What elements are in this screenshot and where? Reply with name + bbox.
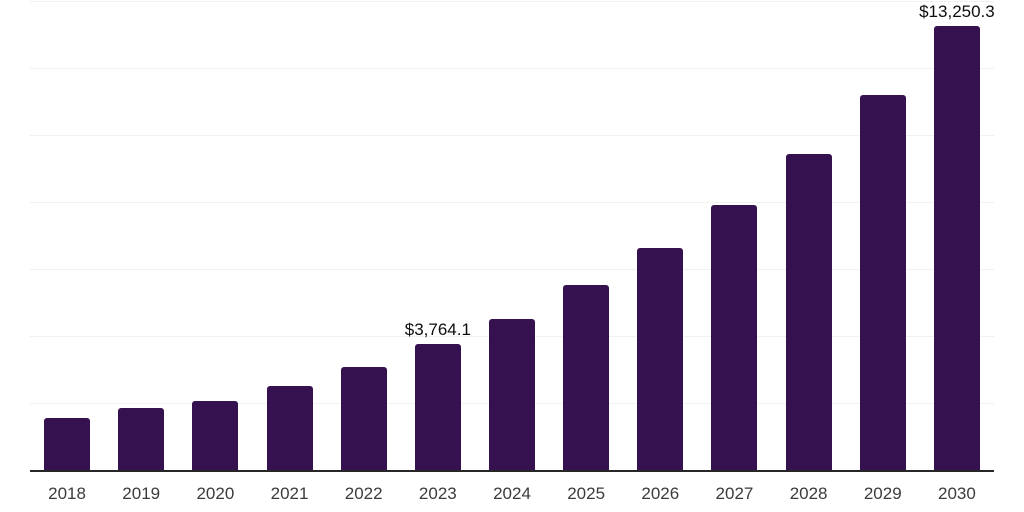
bar-2019[interactable] (118, 407, 165, 470)
x-tick-label-2020: 2020 (196, 484, 235, 503)
bar-2030[interactable] (933, 26, 980, 470)
bar-2022[interactable] (340, 366, 387, 470)
x-tick-label-2028: 2028 (789, 484, 828, 503)
bar-value-label-2023: $3,764.1 (404, 319, 471, 339)
bar-2028[interactable] (785, 154, 832, 470)
x-tick-label-2019: 2019 (122, 484, 161, 503)
bar-2026[interactable] (637, 248, 684, 470)
x-tick-label-2029: 2029 (863, 484, 902, 503)
x-tick-label-2023: 2023 (418, 484, 457, 503)
bar-2020[interactable] (192, 400, 239, 470)
gridline (30, 1, 994, 2)
bar-2029[interactable] (859, 95, 906, 470)
x-tick-label-2026: 2026 (641, 484, 680, 503)
x-tick-label-2022: 2022 (344, 484, 383, 503)
bar-2023[interactable] (414, 343, 461, 470)
gridline (30, 269, 994, 270)
x-tick-label-2021: 2021 (270, 484, 309, 503)
bar-2025[interactable] (563, 285, 610, 470)
bar-2018[interactable] (44, 417, 91, 470)
gridline (30, 135, 994, 136)
bar-2027[interactable] (711, 205, 758, 470)
gridline (30, 68, 994, 69)
x-axis-line (30, 470, 994, 472)
x-tick-label-2018: 2018 (48, 484, 86, 503)
x-tick-label-2024: 2024 (493, 484, 531, 503)
x-tick-label-2025: 2025 (567, 484, 606, 503)
gridline (30, 202, 994, 203)
bar-2024[interactable] (489, 318, 535, 470)
x-tick-label-2030: 2030 (938, 484, 976, 503)
x-tick-label-2027: 2027 (715, 484, 754, 503)
bar-2021[interactable] (266, 385, 313, 470)
bar-value-label-2030: $13,250.3 (919, 2, 995, 22)
